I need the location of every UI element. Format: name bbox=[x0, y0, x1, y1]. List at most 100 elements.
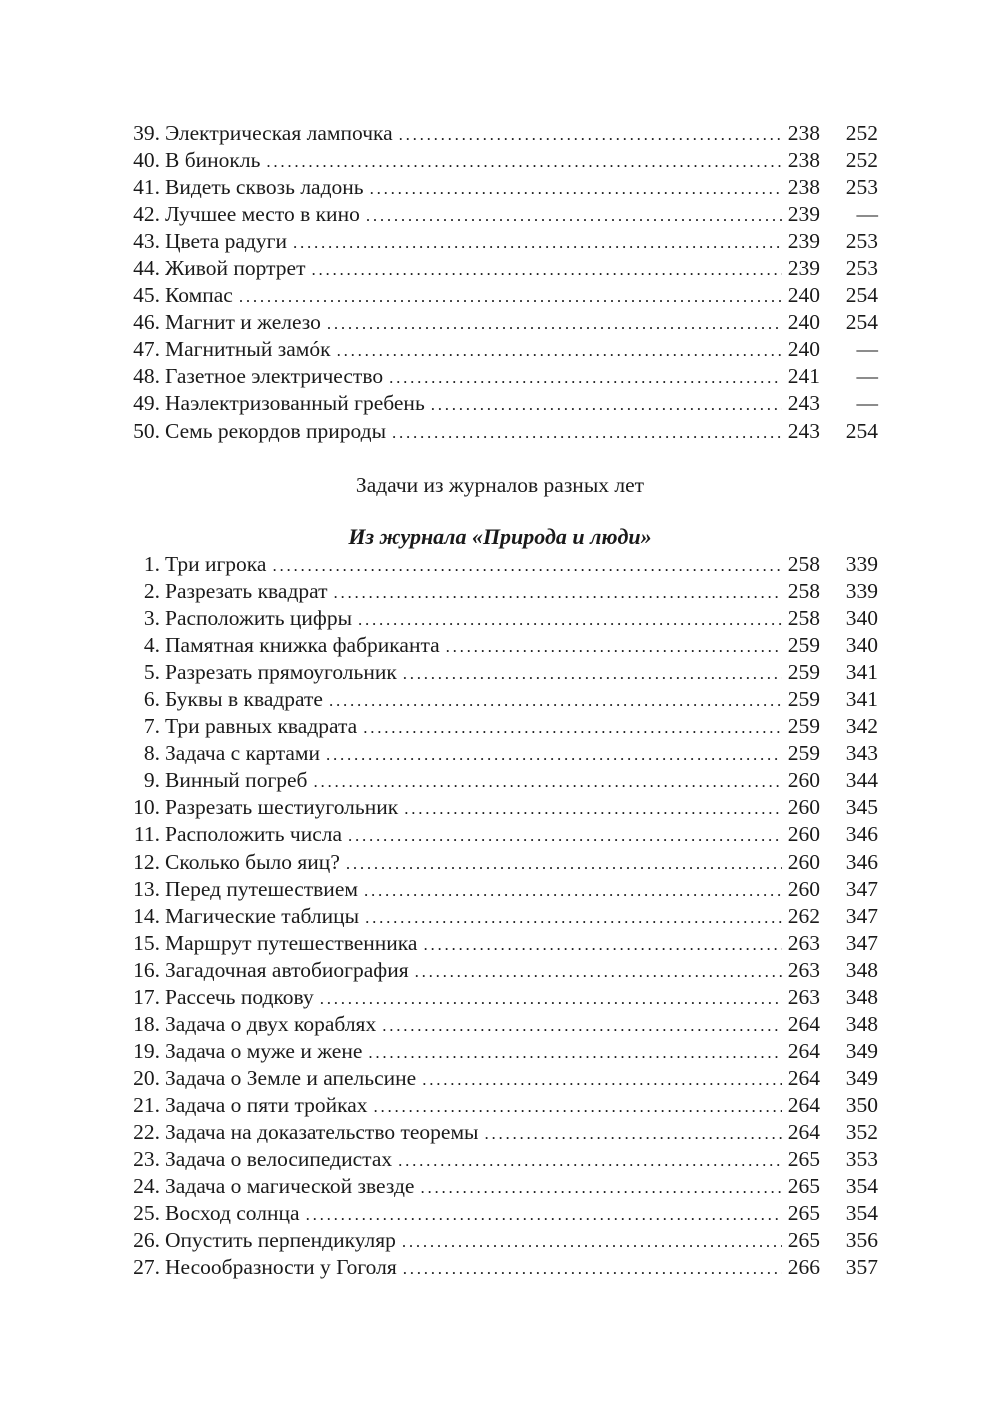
dot-leader bbox=[403, 1255, 782, 1282]
page-number: 265 bbox=[787, 1228, 820, 1253]
answer-page-number: 348 bbox=[845, 984, 878, 1009]
dot-leader bbox=[320, 985, 782, 1012]
toc-entry: 21.Задача о пяти тройках 264 350 bbox=[128, 1092, 878, 1119]
dot-leader bbox=[368, 1039, 782, 1066]
entry-title: Расположить числа bbox=[165, 822, 343, 847]
entry-title: Разрезать прямоугольник bbox=[165, 660, 397, 685]
dot-leader bbox=[363, 714, 782, 741]
dot-leader bbox=[314, 768, 783, 795]
toc-entry: 23.Задача о велосипедистах 265 353 bbox=[128, 1146, 878, 1173]
entry-title: Электрическая лампочка bbox=[165, 121, 393, 145]
toc-entry: 18.Задача о двух кораблях 264 348 bbox=[128, 1011, 878, 1038]
answer-page-number: 254 bbox=[845, 418, 878, 443]
dot-leader bbox=[392, 419, 782, 446]
toc-entry: 27.Несообразности у Гоголя 266 357 bbox=[128, 1254, 878, 1281]
entry-title: Опустить перпендикуляр bbox=[165, 1228, 396, 1253]
answer-page-number: 252 bbox=[845, 148, 878, 173]
toc-entry: 39.Электрическая лампочка 238 252 bbox=[128, 120, 878, 147]
dot-leader bbox=[366, 202, 782, 229]
toc-entry: 41.Видеть сквозь ладонь 238 253 bbox=[128, 174, 878, 201]
entry-title: Перед путешествием bbox=[165, 876, 358, 901]
entry-number: 48. bbox=[133, 364, 160, 389]
page-number: 258 bbox=[787, 579, 820, 604]
toc-entry: 25.Восход солнца 265 354 bbox=[128, 1200, 878, 1227]
page-number: 240 bbox=[787, 283, 820, 308]
entry-number: 12. bbox=[133, 849, 160, 874]
entry-number: 13. bbox=[133, 876, 160, 901]
entry-title: Семь рекордов природы bbox=[165, 418, 387, 443]
toc-entry: 12.Сколько было яиц? 260 346 bbox=[128, 849, 878, 876]
dot-leader bbox=[239, 283, 782, 310]
page-number: 260 bbox=[787, 876, 820, 901]
toc-entry: 6.Буквы в квадрате 259 341 bbox=[128, 686, 878, 713]
page-number: 259 bbox=[787, 687, 820, 712]
entry-number: 9. bbox=[143, 768, 160, 793]
entry-number: 27. bbox=[133, 1255, 160, 1280]
dot-leader bbox=[431, 391, 782, 418]
entry-number: 46. bbox=[133, 310, 160, 335]
answer-page-number: 344 bbox=[845, 768, 878, 793]
entry-title: Винный погреб bbox=[165, 768, 308, 793]
dot-leader bbox=[485, 1120, 783, 1147]
entry-number: 22. bbox=[133, 1119, 160, 1144]
answer-page-number: 350 bbox=[845, 1092, 878, 1117]
dot-leader bbox=[348, 822, 782, 849]
dot-leader bbox=[306, 1201, 782, 1228]
dot-leader bbox=[346, 850, 782, 877]
toc-entry: 22.Задача на доказательство теоремы 264 35… bbox=[128, 1119, 878, 1146]
answer-page-number: 354 bbox=[845, 1174, 878, 1199]
answer-page-number: 254 bbox=[845, 283, 878, 308]
answer-page-number: 346 bbox=[845, 849, 878, 874]
toc-entry: 3.Расположить цифры 258 340 bbox=[128, 605, 878, 632]
page-number: 264 bbox=[787, 1065, 820, 1090]
entry-title: Живой портрет bbox=[165, 256, 306, 281]
entry-number: 24. bbox=[133, 1174, 160, 1199]
entry-number: 25. bbox=[133, 1201, 160, 1226]
answer-page-number: 253 bbox=[845, 229, 878, 254]
toc-entry: 4.Памятная книжка фабриканта 259 340 bbox=[128, 632, 878, 659]
entry-title: Сколько было яиц? bbox=[165, 849, 340, 874]
page-number: 265 bbox=[787, 1174, 820, 1199]
toc-entry: 1.Три игрока 258 339 bbox=[128, 551, 878, 578]
entry-number: 16. bbox=[133, 957, 160, 982]
answer-page-number: 354 bbox=[845, 1201, 878, 1226]
dot-leader bbox=[365, 904, 782, 931]
entry-number: 17. bbox=[133, 984, 160, 1009]
answer-page-number: 340 bbox=[845, 633, 878, 658]
page-number: 239 bbox=[787, 229, 820, 254]
page-number: 258 bbox=[787, 606, 820, 631]
dot-leader bbox=[422, 1066, 782, 1093]
entry-title: Рассечь подкову bbox=[165, 984, 314, 1009]
answer-page-number: 252 bbox=[845, 121, 878, 145]
page-number: 240 bbox=[787, 310, 820, 335]
toc-entry: 2.Разрезать квадрат 258 339 bbox=[128, 578, 878, 605]
answer-page-number: 339 bbox=[845, 579, 878, 604]
entry-number: 41. bbox=[133, 175, 160, 200]
entry-number: 50. bbox=[133, 418, 160, 443]
entry-number: 14. bbox=[133, 903, 160, 928]
toc-entry: 8.Задача с картами 259 343 bbox=[128, 740, 878, 767]
entry-number: 6. bbox=[143, 687, 160, 712]
page-number: 264 bbox=[787, 1092, 820, 1117]
entry-number: 47. bbox=[133, 337, 160, 362]
section-subheading: Из журнала «Природа и люди» bbox=[348, 524, 652, 549]
toc-entry: 20.Задача о Земле и апельсине 264 349 bbox=[128, 1065, 878, 1092]
answer-page-number: 356 bbox=[845, 1228, 878, 1253]
dot-leader bbox=[311, 256, 782, 283]
page-number: 262 bbox=[787, 903, 820, 928]
entry-title: Задача о магической звезде bbox=[165, 1174, 415, 1199]
answer-page-number: 342 bbox=[845, 714, 878, 739]
page-number: 265 bbox=[787, 1147, 820, 1172]
dot-leader bbox=[327, 310, 782, 337]
page-number: 259 bbox=[787, 714, 820, 739]
dot-leader bbox=[329, 687, 782, 714]
answer-page-number: 341 bbox=[845, 660, 878, 685]
toc-entry: 17.Рассечь подкову 263 348 bbox=[128, 984, 878, 1011]
page-number: 239 bbox=[787, 256, 820, 281]
dot-leader bbox=[337, 337, 782, 364]
entry-number: 4. bbox=[143, 633, 160, 658]
toc-list-section2: 1.Три игрока 258 339 2.Разрезать квадрат 258… bbox=[128, 551, 878, 1281]
entry-number: 40. bbox=[133, 148, 160, 173]
toc-entry: 14.Магические таблицы 262 347 bbox=[128, 903, 878, 930]
dot-leader bbox=[370, 175, 782, 202]
